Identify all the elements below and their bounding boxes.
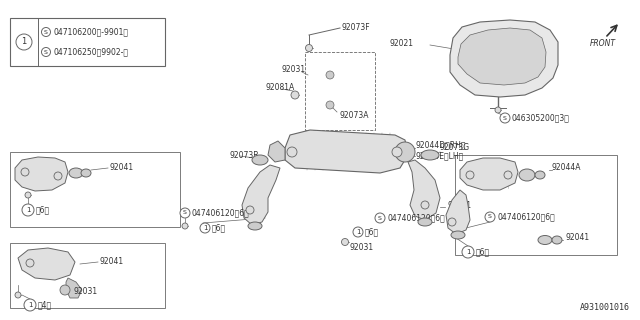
- Text: 92041: 92041: [110, 164, 134, 172]
- Text: （6）: （6）: [365, 228, 379, 236]
- Text: 047406120（6）: 047406120（6）: [497, 212, 555, 221]
- Text: A931001016: A931001016: [580, 303, 630, 312]
- Polygon shape: [66, 278, 82, 298]
- Text: 92044A: 92044A: [552, 164, 582, 172]
- Circle shape: [22, 204, 34, 216]
- Text: 047106200（-9901）: 047106200（-9901）: [53, 28, 128, 36]
- Polygon shape: [450, 20, 558, 97]
- Text: FRONT: FRONT: [590, 39, 616, 49]
- Text: 92073G: 92073G: [440, 143, 470, 153]
- Circle shape: [326, 71, 334, 79]
- Text: 046305200（3）: 046305200（3）: [512, 114, 570, 123]
- Text: （6）: （6）: [476, 247, 490, 257]
- Text: 047406120（6）: 047406120（6）: [192, 209, 250, 218]
- Ellipse shape: [421, 150, 439, 160]
- Ellipse shape: [552, 236, 562, 244]
- Circle shape: [375, 213, 385, 223]
- Text: 92044D〈RH〉: 92044D〈RH〉: [415, 140, 465, 149]
- Ellipse shape: [69, 168, 83, 178]
- Circle shape: [291, 91, 299, 99]
- Ellipse shape: [519, 169, 535, 181]
- Text: （6）: （6）: [36, 205, 50, 214]
- Circle shape: [42, 28, 51, 36]
- Text: 92031: 92031: [350, 244, 374, 252]
- Text: 1: 1: [466, 249, 470, 255]
- Circle shape: [504, 171, 512, 179]
- Ellipse shape: [538, 236, 552, 244]
- Text: （6）: （6）: [212, 223, 226, 233]
- Circle shape: [15, 292, 21, 298]
- Circle shape: [25, 192, 31, 198]
- Ellipse shape: [451, 231, 465, 239]
- Polygon shape: [15, 157, 68, 191]
- Ellipse shape: [252, 155, 268, 165]
- Text: 92081A: 92081A: [265, 84, 294, 92]
- Circle shape: [21, 168, 29, 176]
- Text: 1: 1: [26, 207, 30, 213]
- Circle shape: [180, 208, 190, 218]
- Circle shape: [421, 201, 429, 209]
- Polygon shape: [408, 160, 440, 220]
- Text: 92031: 92031: [282, 66, 306, 75]
- Polygon shape: [460, 158, 518, 190]
- Text: 92073B: 92073B: [230, 150, 259, 159]
- Ellipse shape: [81, 169, 91, 177]
- Text: S: S: [44, 50, 48, 54]
- Circle shape: [326, 101, 334, 109]
- Circle shape: [16, 34, 32, 50]
- Text: 92044E〈LH〉: 92044E〈LH〉: [415, 151, 463, 161]
- Text: 92073F: 92073F: [341, 22, 370, 31]
- Text: 92041: 92041: [100, 258, 124, 267]
- Text: 047106250〈9902-〉: 047106250〈9902-〉: [53, 47, 128, 57]
- Polygon shape: [242, 165, 280, 225]
- Circle shape: [26, 259, 34, 267]
- Text: 1: 1: [203, 225, 207, 231]
- Text: S: S: [44, 29, 48, 35]
- Text: 92041: 92041: [565, 234, 589, 243]
- Text: 1: 1: [28, 302, 32, 308]
- Text: 1: 1: [21, 37, 27, 46]
- Circle shape: [500, 113, 510, 123]
- Circle shape: [448, 218, 456, 226]
- Circle shape: [200, 223, 210, 233]
- Circle shape: [42, 47, 51, 57]
- Circle shape: [182, 223, 188, 229]
- Circle shape: [305, 44, 312, 52]
- Circle shape: [24, 299, 36, 311]
- Circle shape: [246, 206, 254, 214]
- Circle shape: [353, 227, 363, 237]
- Circle shape: [342, 238, 349, 245]
- Polygon shape: [446, 190, 470, 234]
- Circle shape: [60, 285, 70, 295]
- Text: S: S: [183, 211, 187, 215]
- Text: 92021: 92021: [390, 39, 414, 49]
- Circle shape: [392, 147, 402, 157]
- Ellipse shape: [418, 218, 432, 226]
- Polygon shape: [268, 141, 285, 162]
- Circle shape: [54, 172, 62, 180]
- Text: 92073A: 92073A: [340, 110, 369, 119]
- Text: 92041: 92041: [447, 201, 471, 210]
- Text: S: S: [378, 215, 382, 220]
- Circle shape: [495, 107, 501, 113]
- Circle shape: [466, 171, 474, 179]
- Circle shape: [287, 147, 297, 157]
- Polygon shape: [18, 248, 75, 280]
- Polygon shape: [285, 130, 408, 173]
- Text: S: S: [503, 116, 507, 121]
- Polygon shape: [458, 28, 546, 85]
- Text: S: S: [488, 214, 492, 220]
- Circle shape: [395, 142, 415, 162]
- Circle shape: [485, 212, 495, 222]
- Text: （4）: （4）: [38, 300, 52, 309]
- Text: 047406120（6）: 047406120（6）: [387, 213, 445, 222]
- Circle shape: [462, 246, 474, 258]
- Text: 1: 1: [356, 229, 360, 235]
- Ellipse shape: [535, 171, 545, 179]
- Ellipse shape: [248, 222, 262, 230]
- Text: 92031: 92031: [73, 286, 97, 295]
